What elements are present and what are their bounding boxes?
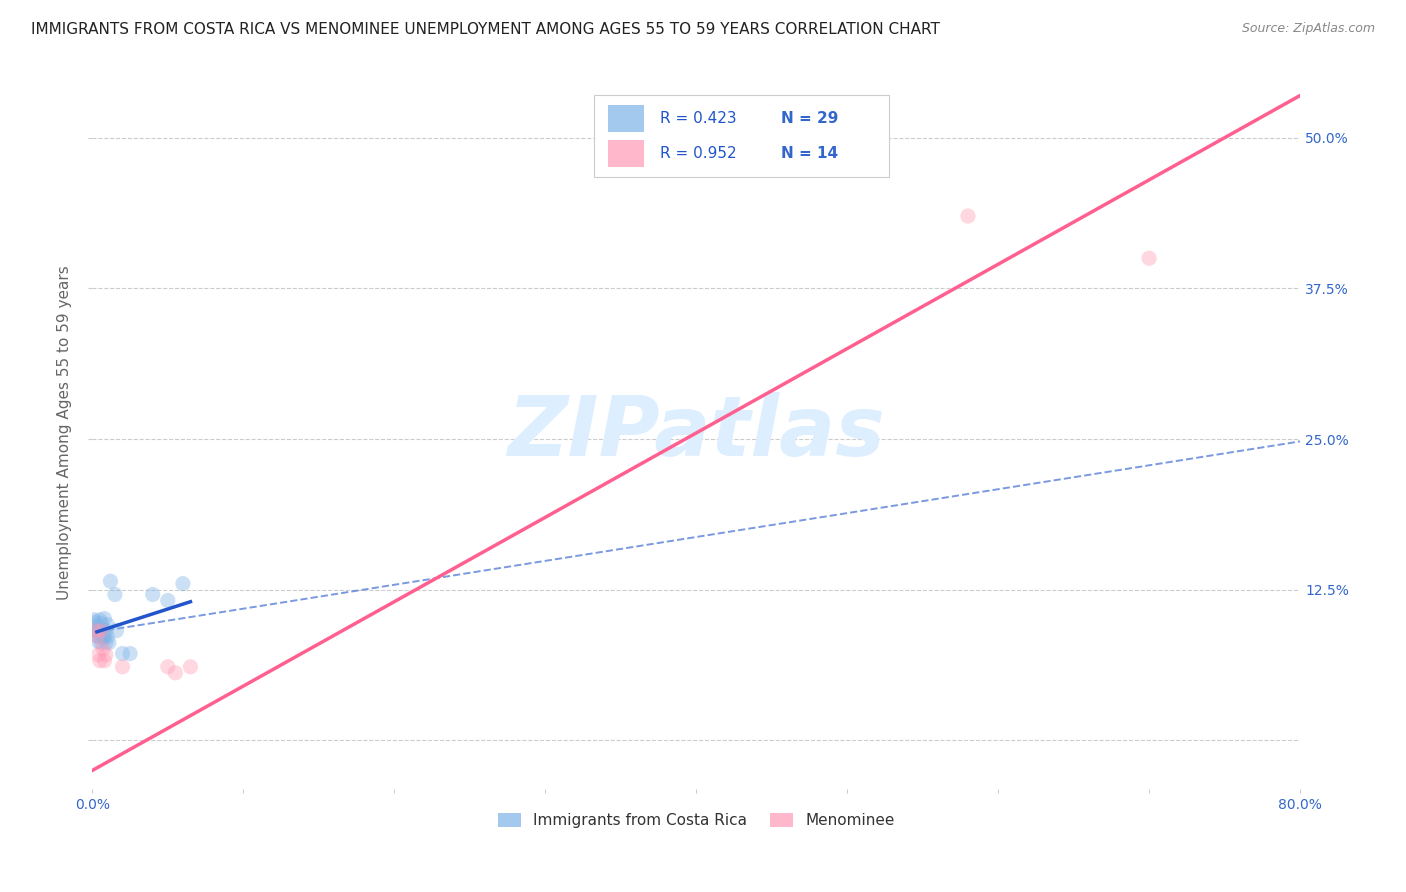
Point (94, 624, 117, 638)
Point (86, 619, 108, 633)
Point (89, 613, 111, 627)
Point (90, 624, 112, 638)
Point (83, 613, 105, 627)
FancyBboxPatch shape (607, 140, 644, 167)
Point (93, 611, 115, 625)
Point (94, 636, 117, 650)
Text: R = 0.952: R = 0.952 (659, 146, 737, 161)
Point (97, 636, 120, 650)
Point (156, 660, 179, 674)
Point (100, 574, 122, 589)
Text: Source: ZipAtlas.com: Source: ZipAtlas.com (1241, 22, 1375, 36)
Point (105, 624, 128, 638)
Point (179, 660, 201, 674)
Point (96, 617, 118, 632)
Point (91, 630, 114, 644)
Y-axis label: Unemployment Among Ages 55 to 59 years: Unemployment Among Ages 55 to 59 years (58, 266, 72, 600)
Point (91, 641, 114, 656)
Point (94, 648, 117, 662)
Point (87, 648, 110, 662)
Text: R = 0.423: R = 0.423 (659, 112, 737, 126)
Point (87, 624, 110, 638)
Point (956, 209, 979, 223)
Point (87, 634, 110, 648)
Point (172, 576, 194, 591)
Point (89, 630, 111, 644)
Text: ZIPatlas: ZIPatlas (508, 392, 886, 474)
Point (84, 623, 107, 637)
Point (91, 623, 114, 637)
Point (1137, 251, 1160, 265)
Point (111, 660, 134, 674)
Point (93, 654, 115, 668)
FancyBboxPatch shape (607, 105, 644, 132)
Point (90, 624, 112, 638)
Point (142, 587, 165, 601)
Point (86, 630, 108, 644)
Point (84, 615, 107, 630)
Text: N = 29: N = 29 (780, 112, 838, 126)
Point (89, 654, 111, 668)
Legend: Immigrants from Costa Rica, Menominee: Immigrants from Costa Rica, Menominee (492, 807, 901, 834)
Point (120, 647, 142, 661)
Point (86, 628, 108, 642)
Point (104, 587, 127, 601)
Point (156, 593, 179, 607)
Text: IMMIGRANTS FROM COSTA RICA VS MENOMINEE UNEMPLOYMENT AMONG AGES 55 TO 59 YEARS C: IMMIGRANTS FROM COSTA RICA VS MENOMINEE … (31, 22, 939, 37)
FancyBboxPatch shape (593, 95, 890, 177)
Point (165, 665, 187, 680)
Text: N = 14: N = 14 (780, 146, 838, 161)
Point (93, 630, 115, 644)
Point (90, 616, 112, 631)
Point (90, 636, 112, 650)
Point (111, 647, 134, 661)
Point (96, 630, 118, 644)
Point (84, 624, 107, 638)
